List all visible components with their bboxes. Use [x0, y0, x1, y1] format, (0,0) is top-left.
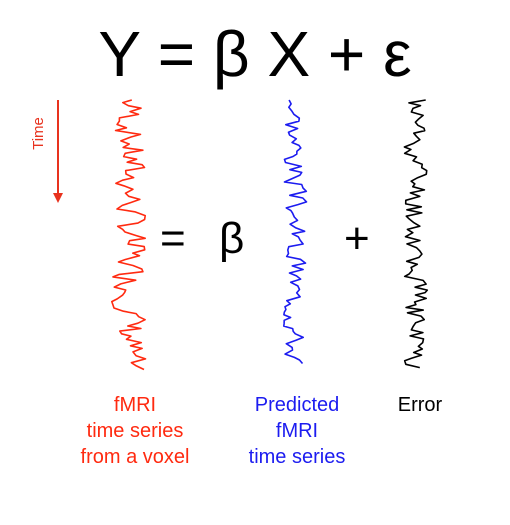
fmri-caption-line: from a voxel — [80, 446, 190, 468]
fmri-caption: fMRI time series from a voxel — [55, 392, 215, 470]
predicted-caption-line: Predicted — [254, 394, 340, 416]
plus-sign: + — [344, 214, 370, 263]
time-arrow-head — [53, 193, 63, 203]
error-caption-line: Error — [397, 394, 443, 416]
beta-symbol: β — [219, 214, 245, 263]
equals-sign: = — [160, 214, 186, 263]
predicted-caption-line: time series — [248, 446, 346, 468]
fmri-caption-line: time series — [86, 420, 184, 442]
time-arrow — [53, 100, 63, 203]
predicted-caption-line: fMRI — [275, 420, 319, 442]
fmri-caption-line: fMRI — [113, 394, 157, 416]
equation-title: Y = β X + ε — [98, 18, 412, 90]
fmri-signal-trace — [111, 99, 147, 371]
predicted-signal-trace — [282, 99, 308, 365]
error-signal-trace — [403, 99, 429, 369]
error-caption: Error — [375, 392, 465, 418]
predicted-caption: Predicted fMRI time series — [222, 392, 372, 470]
